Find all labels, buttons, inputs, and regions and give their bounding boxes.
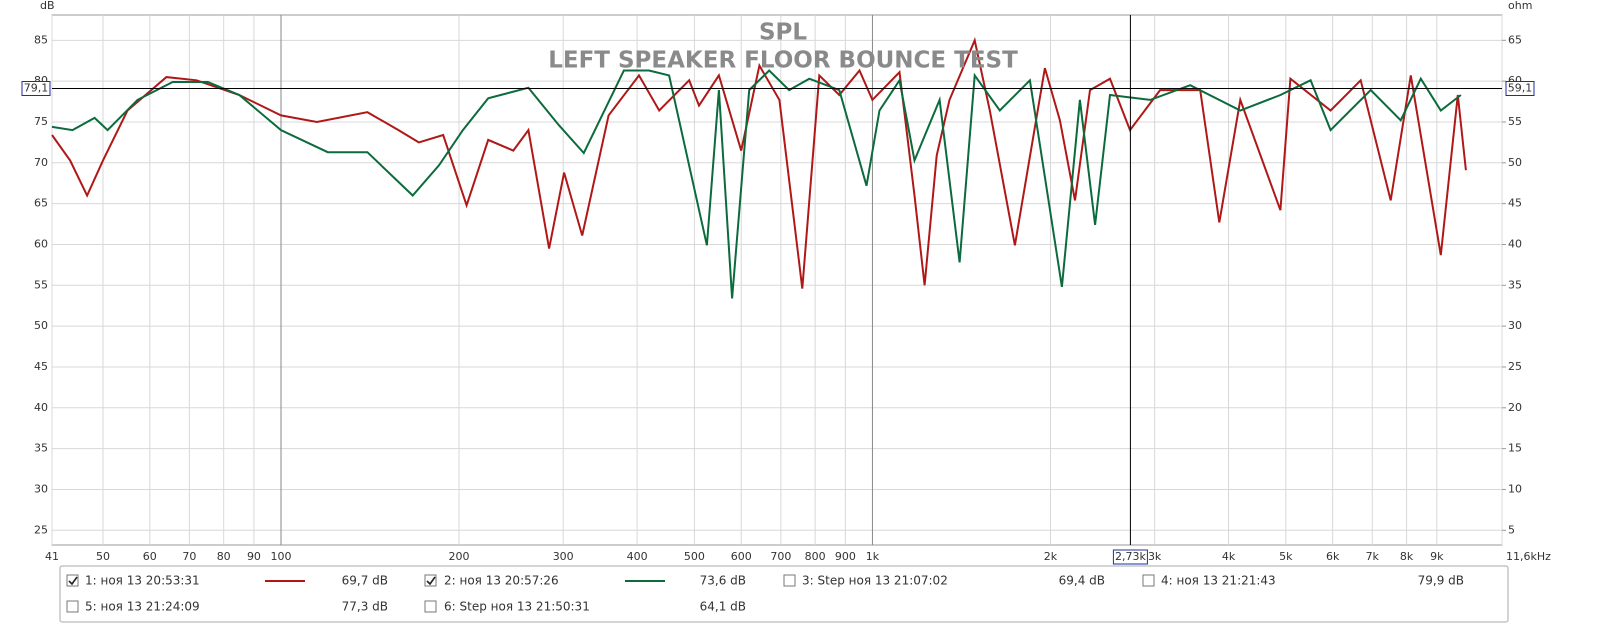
legend-label[interactable]: 4: ноя 13 21:21:43: [1161, 574, 1276, 588]
y-tick-label: 70: [34, 156, 48, 169]
x-tick-label: 700: [770, 550, 791, 563]
grid: [51, 15, 1503, 545]
cursor-y-label: 79,1: [24, 81, 49, 94]
x-tick-label: 90: [247, 550, 261, 563]
x-tick-label: 800: [805, 550, 826, 563]
checkbox[interactable]: [66, 600, 79, 613]
checkbox[interactable]: [1142, 574, 1155, 587]
y2-tick-label: 45: [1508, 197, 1522, 210]
y2-tick-label: 25: [1508, 360, 1522, 373]
legend-level: 64,1 dB: [700, 600, 746, 614]
checkbox[interactable]: [783, 574, 796, 587]
y-tick-label: 60: [34, 237, 48, 250]
y2-tick-label: 15: [1508, 442, 1522, 455]
x-tick-label: 60: [143, 550, 157, 563]
x-tick-label: 1k: [866, 550, 880, 563]
chart-subtitle: LEFT SPEAKER FLOOR BOUNCE TEST: [548, 48, 1018, 74]
y-tick-label: 45: [34, 360, 48, 373]
x-tick-label: 5k: [1279, 550, 1293, 563]
series-line: [51, 36, 1467, 289]
y2-tick-label: 55: [1508, 115, 1522, 128]
plot: [51, 36, 1467, 299]
y2-axis-label: ohm: [1508, 0, 1532, 12]
x-tick-label: 4k: [1222, 550, 1236, 563]
x-tick-label: 8k: [1400, 550, 1414, 563]
x-tick-label: 900: [835, 550, 856, 563]
x-tick-label: 41: [45, 550, 59, 563]
cursor-y2-box: [1505, 80, 1535, 96]
y-axis-label: dB: [40, 0, 55, 12]
chart-title: SPL: [759, 20, 807, 46]
legend-label[interactable]: 6: Step ноя 13 21:50:31: [444, 600, 590, 614]
cursor-y2-label: 59,1: [1508, 81, 1533, 94]
legend-label[interactable]: 1: ноя 13 20:53:31: [85, 574, 200, 588]
y2-tick-label: 40: [1508, 237, 1522, 250]
x-tick-label: 200: [449, 550, 470, 563]
x-tick-label: 300: [553, 550, 574, 563]
legend-label[interactable]: 2: ноя 13 20:57:26: [444, 574, 559, 588]
legend-level: 77,3 dB: [342, 600, 388, 614]
cursor-x-label: 2,73k: [1115, 550, 1146, 563]
y-tick-label: 30: [34, 482, 48, 495]
legend: 1: ноя 13 20:53:31 69,7 dB 2: ноя 13 20:57…: [66, 574, 1464, 614]
y2-tick-label: 65: [1508, 33, 1522, 46]
y-tick-label: 40: [34, 401, 48, 414]
y2-tick-label: 20: [1508, 401, 1522, 414]
x-tick-label: 11,6kHz: [1506, 550, 1551, 563]
cursor-y-box: [21, 80, 51, 96]
checkmark: [68, 576, 78, 586]
y2-tick-label: 35: [1508, 278, 1522, 291]
y-tick-label: 65: [34, 197, 48, 210]
x-tick-label: 2k: [1044, 550, 1058, 563]
x-tick-label: 3k: [1148, 550, 1162, 563]
legend-level: 69,4 dB: [1059, 574, 1105, 588]
y2-tick-label: 10: [1508, 482, 1522, 495]
x-tick-label: 100: [271, 550, 292, 563]
legend-label[interactable]: 3: Step ноя 13 21:07:02: [802, 574, 948, 588]
x-tick-label: 7k: [1366, 550, 1380, 563]
x-tick-label: 50: [96, 550, 110, 563]
checkbox[interactable]: [424, 600, 437, 613]
checkmark: [426, 576, 436, 586]
legend-level: 73,6 dB: [700, 574, 746, 588]
x-tick-label: 600: [731, 550, 752, 563]
y-tick-label: 85: [34, 33, 48, 46]
y-tick-label: 50: [34, 319, 48, 332]
legend-label[interactable]: 5: ноя 13 21:24:09: [85, 600, 200, 614]
legend-level: 79,9 dB: [1418, 574, 1464, 588]
x-tick-label: 6k: [1326, 550, 1340, 563]
checkbox[interactable]: [66, 574, 79, 587]
x-tick-label: 400: [627, 550, 648, 563]
x-tick-label: 70: [182, 550, 196, 563]
y-tick-label: 35: [34, 442, 48, 455]
legend-box: [59, 565, 1509, 623]
series-line: [51, 69, 1462, 299]
checkbox[interactable]: [424, 574, 437, 587]
x-tick-label: 500: [684, 550, 705, 563]
y-tick-label: 25: [34, 523, 48, 536]
legend-level: 69,7 dB: [342, 574, 388, 588]
cursor-x-box: [1112, 549, 1148, 565]
y2-tick-label: 5: [1508, 523, 1515, 536]
x-tick-label: 80: [217, 550, 231, 563]
y-tick-label: 75: [34, 115, 48, 128]
y2-tick-label: 30: [1508, 319, 1522, 332]
y2-tick-label: 50: [1508, 156, 1522, 169]
y-tick-label: 55: [34, 278, 48, 291]
x-tick-label: 9k: [1430, 550, 1444, 563]
